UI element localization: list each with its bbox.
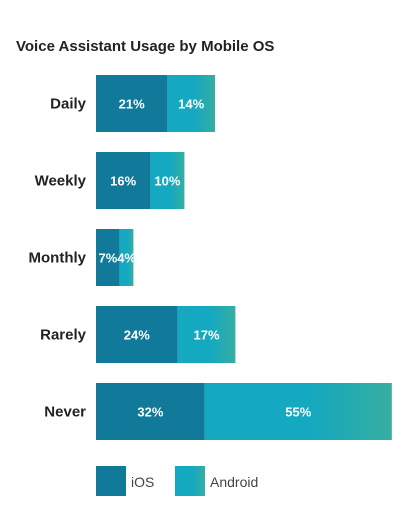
legend: iOS Android [96,466,258,496]
legend-label-ios: iOS [131,474,154,490]
category-label-monthly: Monthly [29,250,87,267]
data-label-ios-never: 32% [137,405,163,420]
bar-row-never: Never 32% 55% [44,383,392,440]
bar-android-rarely [177,306,236,363]
bar-ios-weekly [96,152,151,209]
bar-ios-daily [96,75,168,132]
legend-swatch-android [175,466,205,496]
bar-ios-monthly [96,229,120,286]
bars-group: Daily 21% 14% Weekly 16% 10% Monthly 7% 4% Rarely… [29,75,392,440]
data-label-android-daily: 14% [178,97,204,112]
legend-label-android: Android [210,474,258,490]
legend-swatch-ios [96,466,126,496]
category-label-rarely: Rarely [40,327,87,344]
bar-row-daily: Daily 21% 14% [50,75,215,132]
data-label-android-monthly: 4% [117,251,136,266]
data-label-ios-weekly: 16% [110,174,136,189]
bar-row-weekly: Weekly 16% 10% [35,152,185,209]
category-label-weekly: Weekly [35,173,87,190]
data-label-ios-daily: 21% [119,97,145,112]
bar-ios-rarely [96,306,178,363]
bar-row-rarely: Rarely 24% 17% [40,306,236,363]
data-label-android-weekly: 10% [154,174,180,189]
bar-android-weekly [150,152,185,209]
bar-android-daily [167,75,215,132]
data-label-ios-rarely: 24% [124,328,150,343]
data-label-android-never: 55% [285,405,311,420]
category-label-daily: Daily [50,96,87,113]
bar-android-monthly [119,229,134,286]
bar-row-monthly: Monthly 7% 4% [29,229,136,286]
bar-ios-never [96,383,205,440]
data-label-ios-monthly: 7% [99,251,118,266]
bar-android-never [204,383,392,440]
category-label-never: Never [44,404,86,421]
data-label-android-rarely: 17% [193,328,219,343]
chart-title: Voice Assistant Usage by Mobile OS [16,38,274,55]
